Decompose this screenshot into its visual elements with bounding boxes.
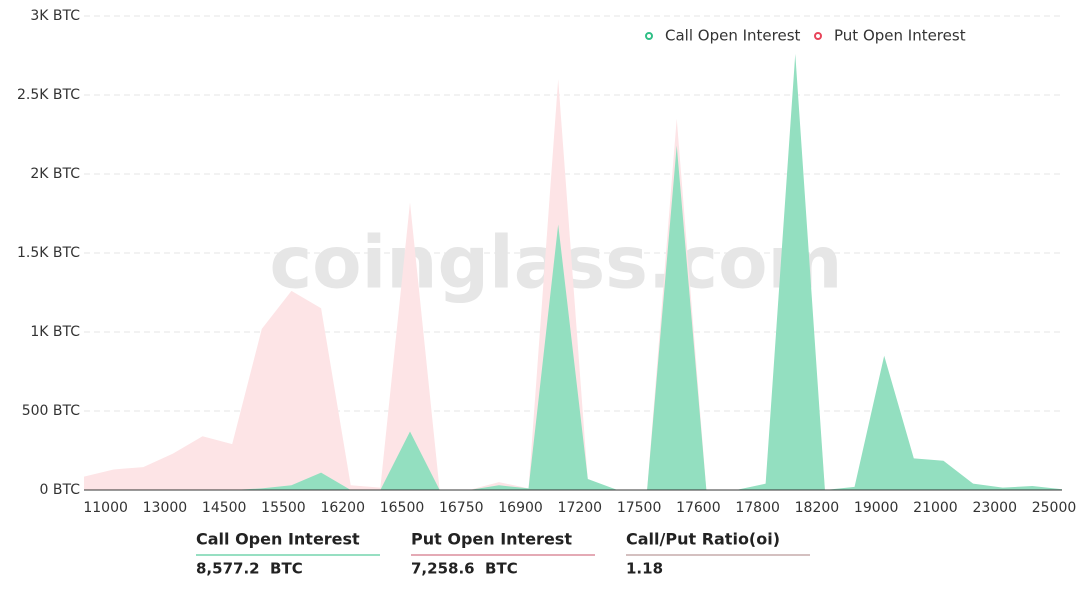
- x-tick-label: 17500: [617, 500, 662, 516]
- x-tick-label: 16500: [380, 500, 425, 516]
- x-tick-label: 21000: [913, 500, 958, 516]
- x-tick-label: 16200: [320, 500, 365, 516]
- summary-value: 7,258.6 BTC: [411, 560, 518, 578]
- y-tick-label: 2K BTC: [30, 166, 80, 182]
- x-tick-label: 25000: [1032, 500, 1077, 516]
- summary-label: Call Open Interest: [196, 530, 360, 549]
- y-tick-label: 3K BTC: [30, 8, 80, 24]
- x-tick-label: 17600: [676, 500, 721, 516]
- legend-marker: [814, 32, 822, 40]
- x-tick-label: 17800: [735, 500, 780, 516]
- y-tick-label: 500 BTC: [22, 403, 81, 419]
- x-tick-label: 15500: [261, 500, 306, 516]
- y-tick-label: 1K BTC: [30, 324, 80, 340]
- x-tick-label: 11000: [83, 500, 128, 516]
- y-tick-label: 1.5K BTC: [17, 245, 80, 261]
- summary-label: Put Open Interest: [411, 530, 572, 549]
- x-tick-label: 13000: [143, 500, 188, 516]
- legend-marker: [645, 32, 653, 40]
- summary-label: Call/Put Ratio(oi): [626, 530, 780, 549]
- legend-label: Put Open Interest: [834, 27, 966, 45]
- summary-value: 1.18: [626, 560, 663, 578]
- area: [84, 53, 1062, 491]
- x-tick-label: 17200: [558, 500, 603, 516]
- y-tick-label: 2.5K BTC: [17, 87, 80, 103]
- x-tick-label: 14500: [202, 500, 247, 516]
- x-tick-label: 16750: [439, 500, 484, 516]
- x-tick-label: 19000: [854, 500, 899, 516]
- x-tick-label: 18200: [795, 500, 840, 516]
- summary-value: 8,577.2 BTC: [196, 560, 303, 578]
- x-tick-label: 16900: [498, 500, 543, 516]
- y-tick-label: 0 BTC: [40, 482, 81, 498]
- x-tick-label: 23000: [972, 500, 1017, 516]
- legend-label: Call Open Interest: [665, 27, 801, 45]
